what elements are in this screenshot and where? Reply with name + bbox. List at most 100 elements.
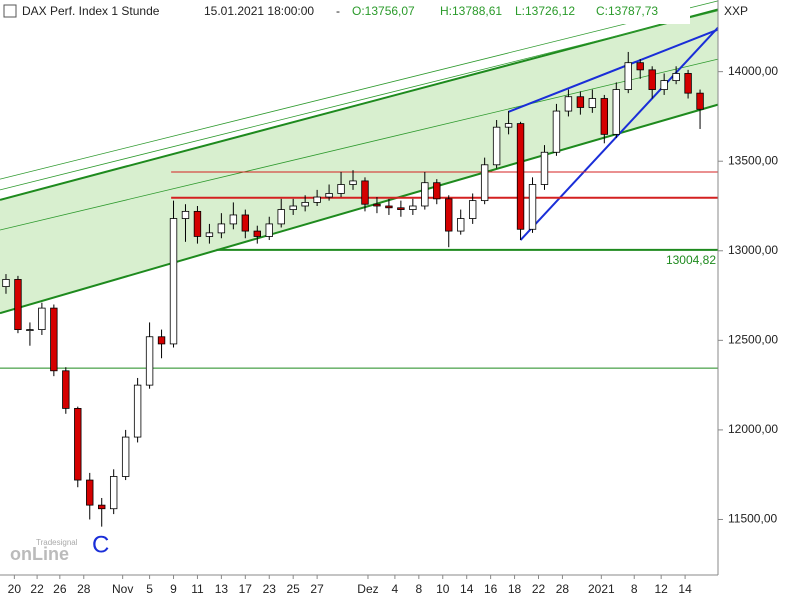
candle-body (277, 209, 285, 225)
candle-body (193, 210, 202, 237)
candle-body (540, 151, 549, 185)
x-tick-label: 28 (77, 582, 91, 596)
candle-body (516, 123, 525, 230)
x-tick-label: 18 (508, 582, 522, 596)
x-tick-label: 22 (532, 582, 546, 596)
x-tick-label: 14 (678, 582, 692, 596)
header-bg (0, 0, 690, 24)
wave-annotation: C (92, 531, 109, 558)
candle-body (612, 89, 620, 135)
candle-body (74, 408, 82, 481)
candle-body (433, 182, 441, 200)
header-ohlc: C:13787,73 (596, 4, 658, 18)
header-separator: - (336, 4, 340, 18)
candle-body (588, 98, 597, 108)
candle-body (145, 336, 154, 386)
x-tick-label: 26 (53, 582, 67, 596)
candle-body (445, 198, 453, 232)
candle-body (373, 203, 381, 207)
candle-body (660, 80, 668, 90)
y-tick-label: 12500,00 (728, 333, 778, 347)
x-tick-label: 16 (484, 582, 498, 596)
candle-body (385, 205, 393, 209)
candle-body (133, 384, 142, 438)
candle-body (457, 218, 465, 232)
candle-body (217, 223, 226, 234)
candle-body (205, 232, 214, 237)
candle-body (349, 180, 357, 185)
candle-body (241, 214, 250, 232)
x-tick-label: 22 (30, 582, 44, 596)
candle-body (325, 193, 333, 198)
candle-body (26, 329, 34, 331)
y-tick-label: 14000,00 (728, 64, 778, 78)
header-datetime: 15.01.2021 18:00:00 (204, 4, 314, 18)
y-tick-label: 11500,00 (728, 512, 777, 526)
candle-body (421, 182, 429, 207)
y-tick-label: 13500,00 (728, 153, 778, 167)
candle-body (480, 164, 489, 202)
candle-body (2, 279, 10, 288)
header-ohlc: H:13788,61 (440, 4, 502, 18)
x-tick-label: 9 (170, 582, 177, 596)
x-tick-label: 28 (556, 582, 570, 596)
plot-area (0, 0, 719, 527)
trend-line (508, 28, 719, 113)
watermark: Tradesignal (36, 538, 78, 547)
x-tick-label: 25 (287, 582, 301, 596)
candle-body (121, 436, 130, 477)
candle-body (109, 476, 118, 510)
x-tick-label: Nov (112, 582, 133, 596)
candle-body (313, 196, 321, 203)
candle-body (564, 96, 573, 112)
candle-body (301, 202, 309, 207)
level-label: 13004,82 (666, 253, 716, 267)
channel-line (0, 103, 719, 315)
x-tick-label: 4 (392, 582, 399, 596)
candle-body (86, 479, 94, 506)
candle-body (157, 336, 166, 345)
candle-body (600, 98, 609, 135)
candle-body (528, 184, 537, 230)
x-tick-label: 2021 (588, 582, 615, 596)
x-tick-label: 13 (215, 582, 229, 596)
candle-body (337, 184, 345, 194)
x-tick-label: 11 (191, 582, 204, 596)
trend-line (0, 58, 719, 231)
candle-body (50, 307, 58, 372)
candle-body (504, 123, 513, 128)
x-tick-label: 8 (415, 582, 422, 596)
x-tick-label: 23 (263, 582, 277, 596)
y-tick-label: 13000,00 (728, 243, 778, 257)
candle-body (98, 504, 106, 510)
candle-body (468, 200, 477, 219)
candle-body (696, 92, 704, 110)
watermark: onLine (10, 544, 69, 564)
header-icon (3, 4, 17, 18)
candle-body (552, 110, 561, 153)
candle-body (181, 210, 190, 219)
x-tick-label: 10 (436, 582, 450, 596)
header-ohlc: O:13756,07 (352, 4, 415, 18)
candle-body (265, 223, 273, 237)
candle-body (361, 180, 369, 205)
trend-line (0, 10, 719, 191)
candle-body (492, 126, 501, 166)
header-ohlc: L:13726,12 (515, 4, 575, 18)
trend-line (0, 0, 719, 180)
candle-body (636, 62, 644, 71)
y-tick-label: 12000,00 (728, 422, 778, 436)
chart-title: DAX Perf. Index 1 Stunde (22, 4, 160, 18)
x-tick-label: 27 (310, 582, 324, 596)
candle-body (684, 73, 692, 94)
candle-body (229, 214, 238, 225)
x-tick-label: 14 (460, 582, 474, 596)
symbol: XXP (724, 4, 748, 18)
channel-line (0, 8, 719, 201)
candle-body (14, 279, 22, 330)
channel-fill (0, 9, 718, 314)
candle-body (397, 207, 405, 210)
x-tick-label: 17 (239, 582, 253, 596)
x-tick-label: 5 (146, 582, 153, 596)
